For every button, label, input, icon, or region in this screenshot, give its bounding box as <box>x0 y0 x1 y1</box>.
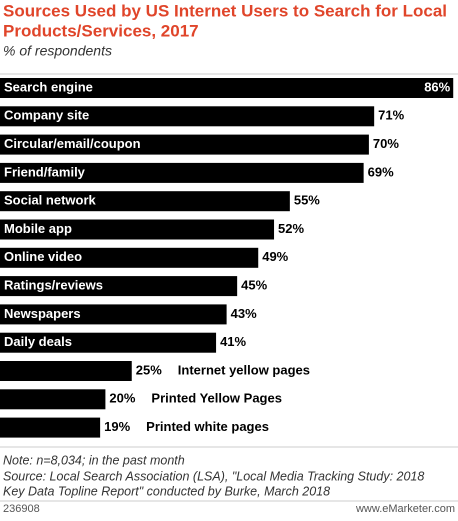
bar <box>0 106 375 127</box>
category-label: Internet yellow pages <box>178 362 310 377</box>
value-label: 55% <box>294 193 320 208</box>
bar <box>0 162 364 183</box>
category-label: Circular/email/coupon <box>4 136 141 151</box>
category-label: Company site <box>4 108 89 123</box>
category-label: Printed Yellow Pages <box>151 391 282 406</box>
value-label: 45% <box>241 278 267 293</box>
value-label: 70% <box>373 136 399 151</box>
category-label: Search engine <box>4 79 93 94</box>
category-label: Social network <box>4 193 97 208</box>
note: Key Data Topline Report" conducted by Bu… <box>3 484 330 498</box>
bar <box>0 304 227 325</box>
category-label: Online video <box>4 249 82 264</box>
bar <box>0 247 259 268</box>
source-site: www.eMarketer.com <box>355 503 455 515</box>
value-label: 69% <box>368 164 394 179</box>
value-label: 25% <box>136 362 162 377</box>
bar <box>0 332 217 353</box>
category-label: Friend/family <box>4 164 86 179</box>
value-label: 41% <box>220 334 246 349</box>
chart-id: 236908 <box>3 503 40 515</box>
category-label: Mobile app <box>4 221 72 236</box>
note: Source: Local Search Association (LSA), … <box>3 469 424 483</box>
bar <box>0 276 238 297</box>
bar <box>0 361 132 381</box>
value-label: 43% <box>231 306 257 321</box>
chart-title: Sources Used by US Internet Users to Sea… <box>3 1 447 20</box>
value-label: 86% <box>424 79 450 94</box>
value-label: 49% <box>262 249 288 264</box>
bar <box>0 219 275 240</box>
chart-title: Products/Services, 2017 <box>3 21 199 40</box>
value-label: 19% <box>104 419 130 434</box>
category-label: Daily deals <box>4 334 72 349</box>
category-label: Printed white pages <box>146 419 269 434</box>
bar <box>0 134 369 155</box>
value-label: 71% <box>378 108 404 123</box>
chart-subtitle: % of respondents <box>3 43 112 59</box>
bar <box>0 389 106 410</box>
value-label: 52% <box>278 221 304 236</box>
category-label: Newspapers <box>4 306 81 321</box>
category-label: Ratings/reviews <box>4 278 103 293</box>
bar <box>0 417 101 438</box>
value-label: 20% <box>109 391 135 406</box>
bar <box>0 191 290 212</box>
bar <box>0 78 454 98</box>
note: Note: n=8,034; in the past month <box>3 453 185 467</box>
